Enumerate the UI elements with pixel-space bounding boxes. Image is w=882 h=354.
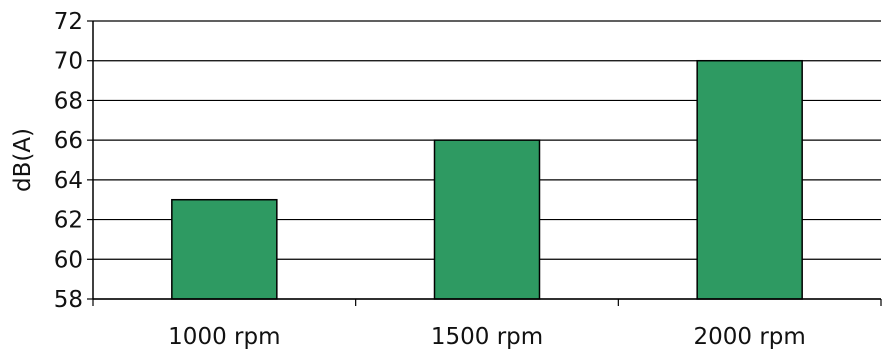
bars <box>171 59 803 300</box>
y-tick-label: 66 <box>54 128 83 154</box>
x-tick-labels: 1000 rpm 1500 rpm 2000 rpm <box>168 324 806 350</box>
bar-1000-rpm <box>171 198 278 300</box>
x-tick-label: 2000 rpm <box>694 324 806 350</box>
y-tick-label: 60 <box>54 247 83 273</box>
y-tick-label: 62 <box>54 208 83 234</box>
y-tick-labels: 58 60 62 64 66 68 70 72 <box>54 9 83 313</box>
y-tick-label: 70 <box>54 49 83 75</box>
bar-1500-rpm <box>433 139 541 300</box>
y-tick-label: 68 <box>54 88 83 114</box>
axes <box>87 20 882 306</box>
y-axis-label: dB(A) <box>10 128 36 192</box>
x-tick-label: 1500 rpm <box>431 324 543 350</box>
y-tick-label: 72 <box>54 9 83 35</box>
bar-2000-rpm <box>696 59 803 300</box>
x-tick-label: 1000 rpm <box>168 324 280 350</box>
y-tick-label: 58 <box>54 287 83 313</box>
y-tick-label: 64 <box>54 168 83 194</box>
